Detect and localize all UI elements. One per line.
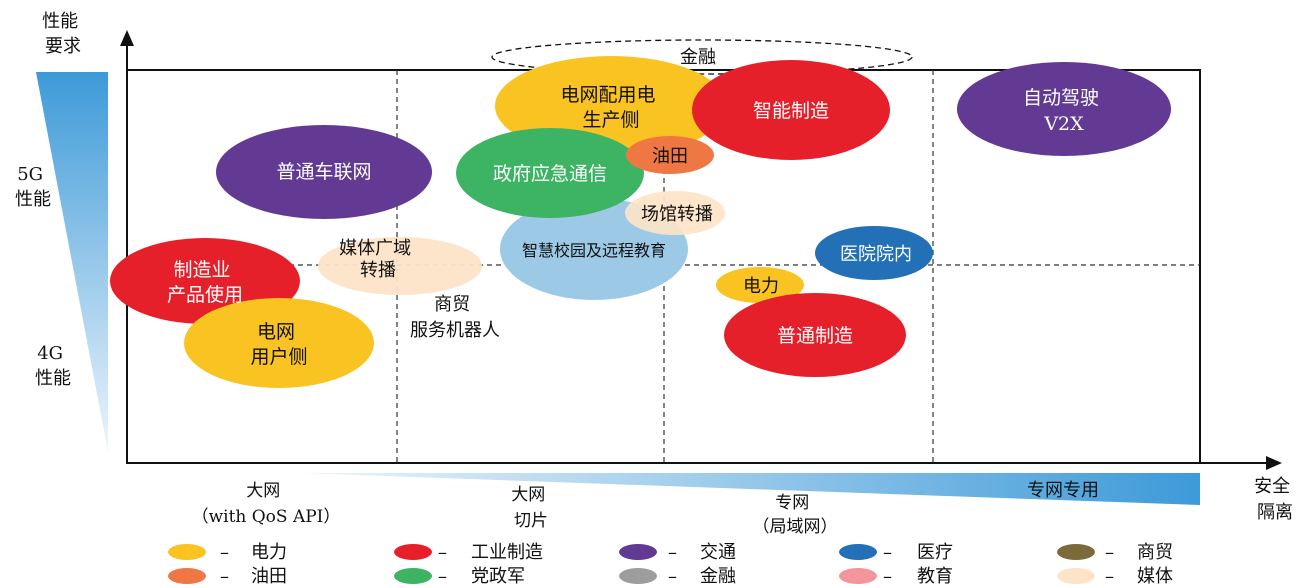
bubble-zhengfu-yingji [456, 128, 644, 218]
legend-label-government: 党政军 [471, 566, 525, 587]
bubble-changguan-zhuanbo [625, 191, 725, 235]
y-axis-arrow [120, 30, 134, 46]
legend-item-industry: – 工业制造 [394, 542, 543, 563]
legend-swatch-commerce [1057, 544, 1095, 560]
legend-item-power: – 电力 [168, 542, 287, 563]
legend-swatch-media [1057, 568, 1095, 584]
legend-dash: – [883, 566, 892, 587]
bubble-zhengfu-yingji-label: 政府应急通信 [493, 163, 607, 185]
legend-item-oilfield: – 油田 [168, 566, 287, 587]
bubble-dianwang-yonghu-label: 电网 用户侧 [250, 321, 307, 368]
bubbles-layer [110, 56, 1171, 388]
legend-label-transport: 交通 [700, 542, 736, 563]
bubble-dianli-label: 电力 [743, 276, 779, 297]
bubble-dianwang-yonghu [184, 298, 374, 388]
legend-item-media: – 媒体 [1057, 566, 1173, 587]
legend-swatch-power [168, 544, 206, 560]
y-axis-label-4g: 4G 性能 [35, 343, 71, 389]
bubble-putong-chelianwang-label: 普通车联网 [276, 161, 371, 183]
legend-item-government: – 党政军 [394, 566, 525, 587]
bubble-zhineng-zhizao-label: 智能制造 [753, 100, 829, 122]
legend-dash: – [883, 542, 892, 563]
bubble-yiyuan [815, 226, 933, 280]
legend-item-commerce: – 商贸 [1057, 542, 1173, 563]
legend-swatch-medical [839, 544, 877, 560]
legend-dash: – [220, 542, 229, 563]
legend-dash: – [668, 566, 677, 587]
bubble-zhihui-xiaoyuan-label: 智慧校园及远程教育 [522, 241, 666, 260]
legend-swatch-transport [619, 544, 657, 560]
legend-label-media: 媒体 [1137, 566, 1173, 587]
legend-dash: – [438, 542, 447, 563]
label-shangmao: 商贸 服务机器人 [410, 294, 500, 341]
legend-dash: – [438, 566, 447, 587]
x-axis-arrow [1266, 456, 1282, 470]
legend-dash: – [668, 542, 677, 563]
bubble-putong-zhizao [724, 293, 906, 377]
finance-group-label: 金融 [680, 47, 716, 68]
legend-swatch-government [394, 568, 432, 584]
legend: – 电力 – 工业制造 – 交通 – 医疗 – 商贸 – 油田 [168, 542, 1173, 587]
legend-item-transport: – 交通 [619, 542, 736, 563]
legend-label-education: 教育 [917, 566, 953, 587]
column-label-1: 大网 （with QoS API） [192, 481, 341, 527]
bubble-meiti-guangyu-label: 媒体广域 转播 [339, 238, 417, 281]
performance-gradient-wedge [36, 72, 108, 452]
legend-label-finance: 金融 [700, 566, 736, 587]
bubble-putong-chelianwang [216, 125, 432, 219]
bubble-meiti-guangyu [318, 237, 482, 295]
legend-label-medical: 医疗 [917, 542, 953, 563]
bubble-dianli [716, 267, 804, 303]
legend-swatch-finance [619, 568, 657, 584]
x-axis-label-end: 安全 隔离 [1254, 476, 1296, 523]
bubble-youtian-label: 油田 [652, 146, 688, 167]
bubble-zhineng-zhizao [692, 60, 890, 160]
bubble-yiyuan-label: 医院院内 [840, 244, 912, 265]
legend-label-power: 电力 [251, 542, 287, 563]
column-label-4: 专网专用 [1027, 480, 1099, 501]
legend-label-oilfield: 油田 [251, 566, 287, 587]
column-label-3: 专网 （局域网） [753, 493, 838, 537]
y-axis-label-top: 性能 要求 [42, 11, 84, 57]
legend-swatch-industry [394, 544, 432, 560]
legend-item-education: – 教育 [839, 566, 953, 587]
legend-swatch-oilfield [168, 568, 206, 584]
bubble-zhizaoye-label: 制造业 产品使用 [167, 259, 243, 306]
legend-swatch-education [839, 568, 877, 584]
bubble-youtian [626, 136, 714, 174]
legend-item-medical: – 医疗 [839, 542, 953, 563]
legend-label-commerce: 商贸 [1137, 542, 1173, 563]
bubble-dianwang-peiyongdian-label: 电网配用电 生产侧 [560, 84, 661, 131]
legend-label-industry: 工业制造 [471, 542, 543, 563]
bubble-putong-zhizao-label: 普通制造 [777, 325, 853, 347]
y-axis-label-5g: 5G 性能 [15, 164, 51, 210]
column-label-2: 大网 切片 [511, 485, 550, 531]
bubble-zidong-jiashi [957, 62, 1171, 156]
finance-group-ellipse [491, 39, 913, 75]
legend-dash: – [1105, 542, 1114, 563]
bubble-labels: 电网配用电 生产侧 智能制造 自动驾驶 V2X 普通车联网 政府应急通信 油田 … [167, 84, 1105, 368]
bubble-changguan-zhuanbo-label: 场馆转播 [641, 204, 713, 225]
legend-dash: – [220, 566, 229, 587]
isolation-gradient-wedge [300, 473, 1200, 505]
bubble-zidong-jiashi-label: 自动驾驶 V2X [1023, 87, 1105, 135]
legend-dash: – [1105, 566, 1114, 587]
legend-item-finance: – 金融 [619, 566, 736, 587]
